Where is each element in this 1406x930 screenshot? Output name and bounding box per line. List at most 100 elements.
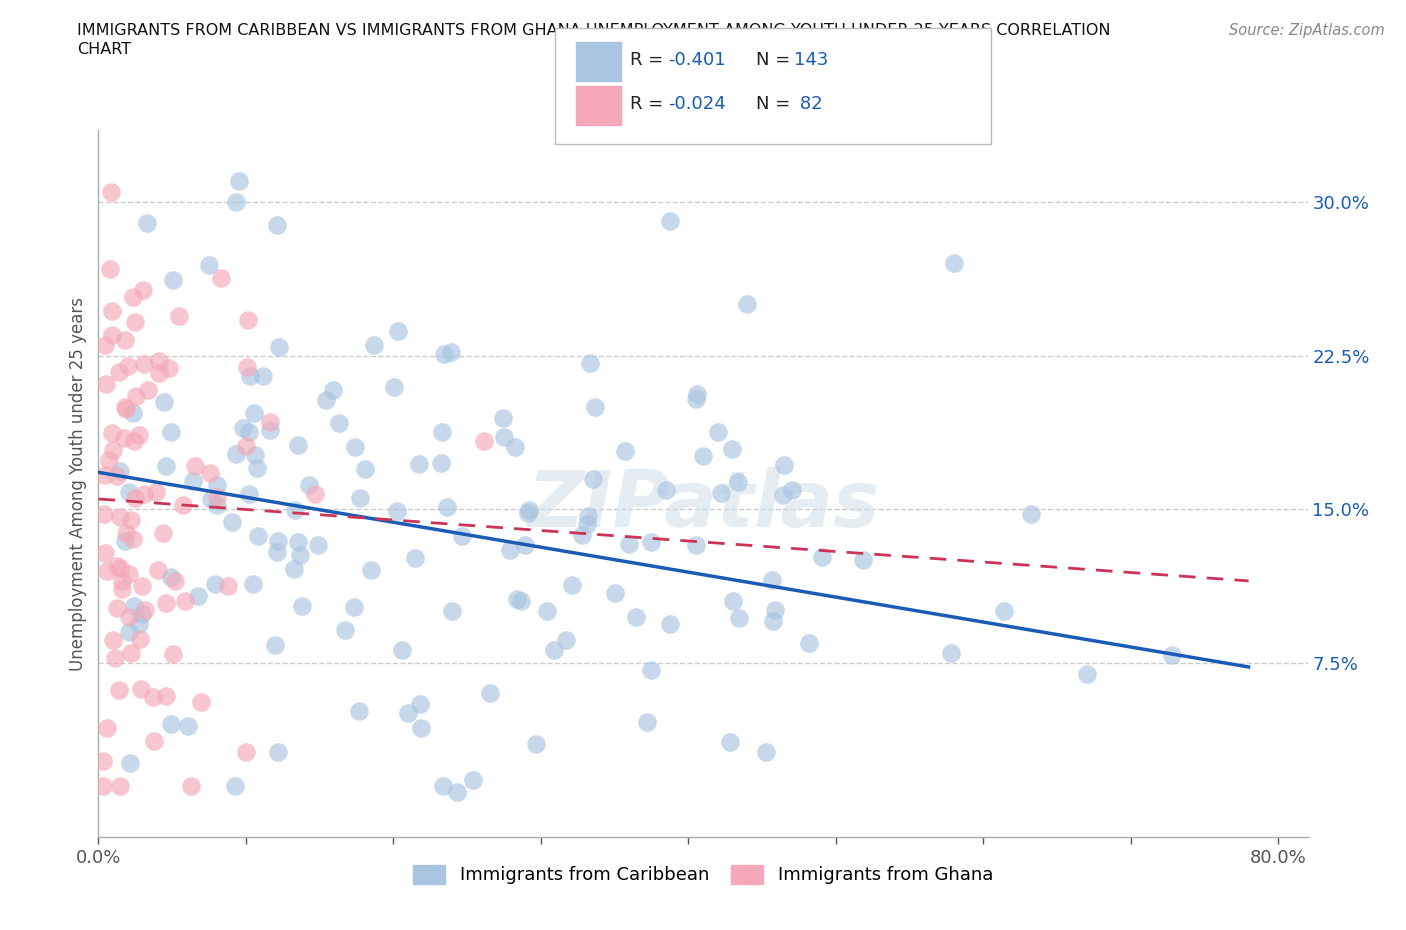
Text: Source: ZipAtlas.com: Source: ZipAtlas.com [1229, 23, 1385, 38]
Point [727, 610, 749, 625]
Point [225, 194, 247, 209]
Point [136, 216, 159, 231]
Point [297, 478, 319, 493]
Point [120, 513, 142, 528]
Point [1161, 647, 1184, 662]
Point [94, 468, 117, 483]
Point [939, 645, 962, 660]
Point [160, 425, 183, 440]
Point [159, 716, 181, 731]
Point [718, 735, 741, 750]
Point [108, 778, 131, 793]
Point [516, 506, 538, 521]
Point [101, 632, 124, 647]
Point [98, 262, 121, 277]
Point [153, 394, 176, 409]
Point [797, 636, 820, 651]
Point [735, 297, 758, 312]
Point [1021, 507, 1043, 522]
Point [246, 528, 269, 543]
Point [122, 434, 145, 449]
Point [112, 431, 135, 445]
Point [605, 585, 627, 600]
Point [763, 603, 786, 618]
Point [322, 383, 344, 398]
Point [440, 344, 463, 359]
Point [205, 489, 228, 504]
Point [582, 472, 605, 486]
Point [155, 595, 177, 610]
Point [721, 593, 744, 608]
Point [259, 415, 281, 430]
Point [117, 359, 139, 374]
Point [136, 382, 159, 397]
Point [155, 688, 177, 703]
Point [517, 502, 540, 517]
Point [232, 421, 254, 436]
Point [762, 614, 785, 629]
Point [513, 538, 536, 552]
Text: ZIPatlas: ZIPatlas [527, 467, 879, 543]
Point [721, 442, 744, 457]
Point [186, 589, 208, 604]
Text: -0.024: -0.024 [668, 95, 725, 113]
Point [492, 430, 515, 445]
Point [347, 704, 370, 719]
Point [492, 410, 515, 425]
Point [432, 424, 454, 439]
Point [174, 593, 197, 608]
Point [235, 438, 257, 453]
Point [200, 491, 222, 506]
Point [429, 456, 451, 471]
Point [267, 534, 290, 549]
Point [432, 779, 454, 794]
Point [387, 504, 409, 519]
Point [118, 566, 141, 581]
Point [118, 485, 141, 499]
Point [217, 578, 239, 593]
Point [291, 599, 314, 614]
Point [128, 428, 150, 443]
Point [524, 737, 547, 751]
Point [624, 610, 647, 625]
Point [132, 356, 155, 371]
Point [811, 550, 834, 565]
Text: N =: N = [756, 95, 796, 113]
Point [122, 405, 145, 420]
Point [108, 464, 131, 479]
Point [264, 638, 287, 653]
Point [391, 643, 413, 658]
Point [197, 258, 219, 272]
Point [118, 625, 141, 640]
Point [107, 601, 129, 616]
Point [162, 273, 184, 288]
Point [122, 289, 145, 304]
Point [617, 537, 640, 551]
Point [134, 603, 156, 618]
Point [122, 532, 145, 547]
Point [236, 312, 259, 327]
Point [125, 389, 148, 404]
Point [1076, 667, 1098, 682]
Point [198, 466, 221, 481]
Point [239, 369, 262, 384]
Point [142, 690, 165, 705]
Point [184, 459, 207, 474]
Point [503, 439, 526, 454]
Point [707, 425, 730, 440]
Text: 82: 82 [794, 95, 823, 113]
Point [96, 563, 118, 578]
Point [104, 651, 127, 666]
Point [267, 745, 290, 760]
Point [108, 561, 131, 576]
Point [685, 392, 707, 406]
Point [160, 570, 183, 585]
Point [499, 543, 522, 558]
Point [236, 360, 259, 375]
Point [96, 720, 118, 735]
Point [446, 785, 468, 800]
Point [655, 483, 678, 498]
Point [93, 507, 115, 522]
Point [450, 528, 472, 543]
Point [363, 338, 385, 352]
